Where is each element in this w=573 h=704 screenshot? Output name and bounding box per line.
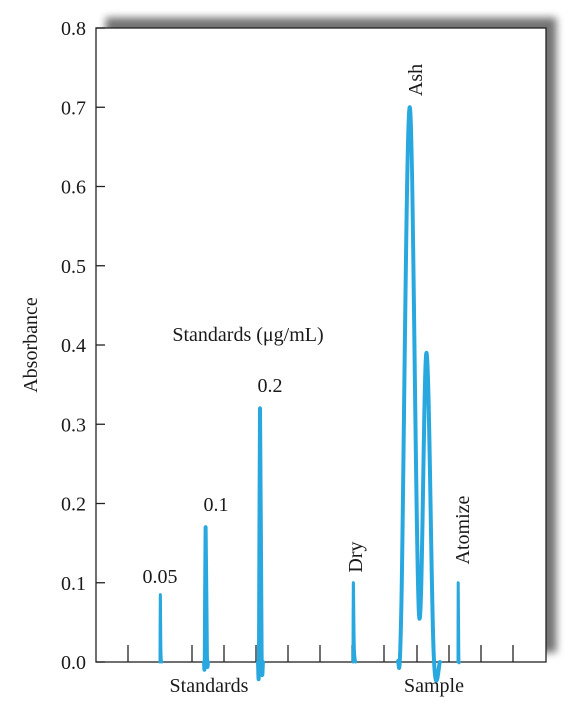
y-tick-label-5: 0.5 xyxy=(61,256,86,278)
y-tick-label-8: 0.8 xyxy=(61,18,86,40)
plot-frame xyxy=(95,27,547,663)
trace-ash xyxy=(396,105,442,683)
y-axis-title: Absorbance xyxy=(20,297,42,393)
x-group-label-0: Standards xyxy=(170,675,249,697)
x-group-label-1: Sample xyxy=(404,675,464,697)
y-tick-label-2: 0.2 xyxy=(61,494,86,516)
trace-label-atomize: Atomize xyxy=(452,495,474,564)
trace-label-0-2: 0.2 xyxy=(258,375,283,397)
trace-0-1 xyxy=(202,525,210,672)
standards-heading: Standards (μg/mL) xyxy=(172,324,323,346)
y-tick-label-7: 0.7 xyxy=(61,97,86,119)
y-tick-label-6: 0.6 xyxy=(61,177,86,199)
trace-label-dry: Dry xyxy=(345,541,367,572)
y-tick-label-0: 0.0 xyxy=(61,652,86,674)
y-tick-label-1: 0.1 xyxy=(61,573,86,595)
trace-label-ash: Ash xyxy=(405,64,427,96)
trace-0-05 xyxy=(158,593,164,664)
trace-atomize xyxy=(456,581,461,665)
trace-dry xyxy=(351,581,358,664)
trace-0-2 xyxy=(256,406,265,681)
trace-label-0-1: 0.1 xyxy=(204,494,229,516)
y-tick-label-3: 0.3 xyxy=(61,414,86,436)
trace-label-0-05: 0.05 xyxy=(143,566,178,588)
y-tick-label-4: 0.4 xyxy=(61,335,86,357)
